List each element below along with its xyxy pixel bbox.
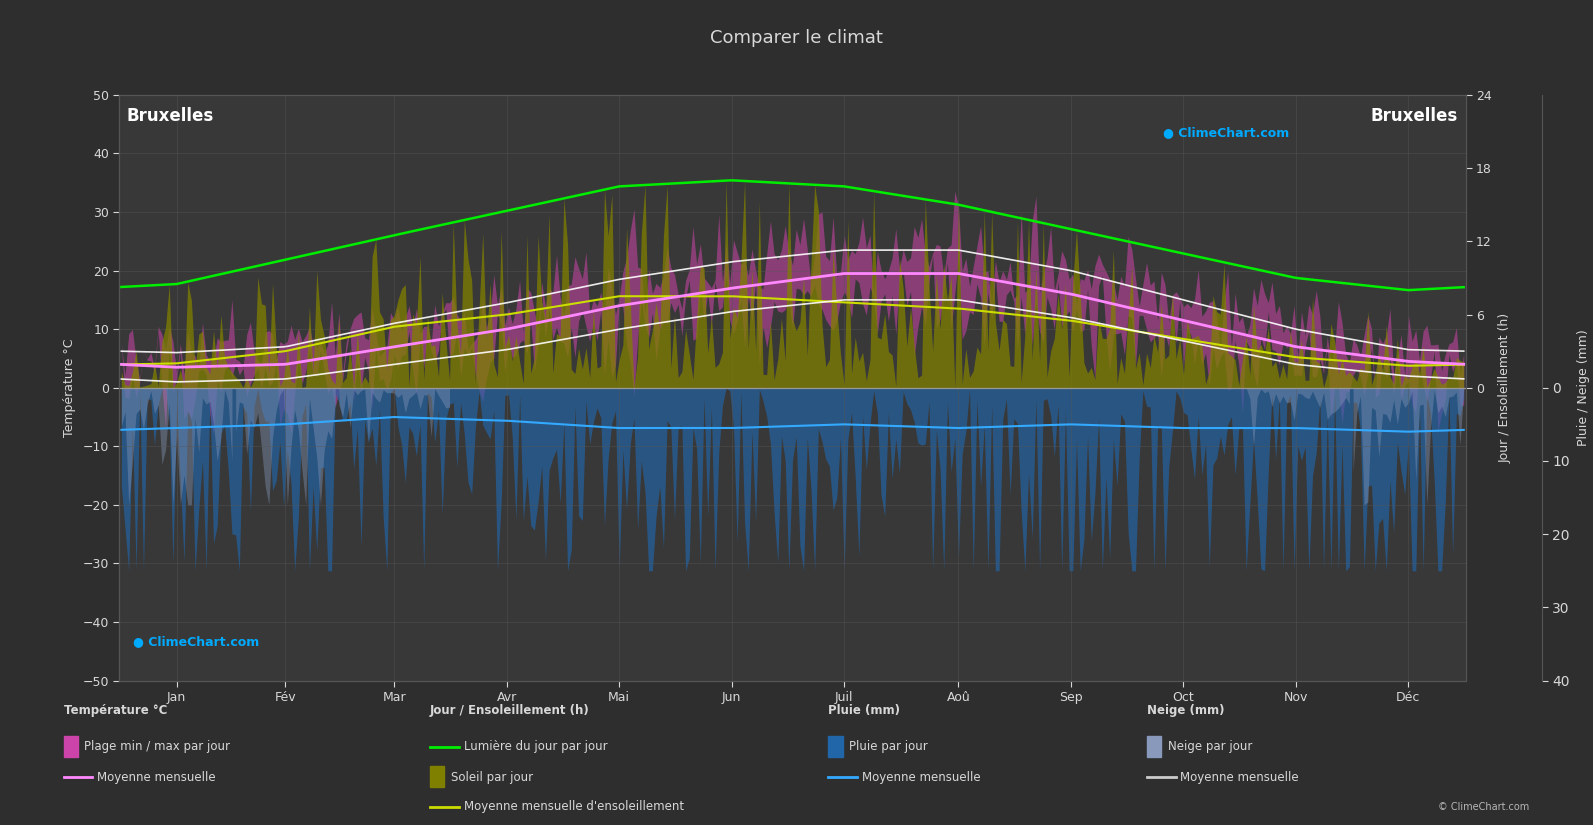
Text: Moyenne mensuelle: Moyenne mensuelle (862, 771, 980, 784)
Text: Neige par jour: Neige par jour (1168, 740, 1252, 753)
Text: Moyenne mensuelle: Moyenne mensuelle (97, 771, 215, 784)
Text: Température °C: Température °C (64, 704, 167, 717)
Text: Moyenne mensuelle d'ensoleillement: Moyenne mensuelle d'ensoleillement (464, 800, 683, 813)
Y-axis label: Jour / Ensoleillement (h): Jour / Ensoleillement (h) (1499, 313, 1512, 463)
Text: Neige (mm): Neige (mm) (1147, 704, 1225, 717)
Text: Pluie par jour: Pluie par jour (849, 740, 927, 753)
Text: ● ClimeChart.com: ● ClimeChart.com (132, 635, 260, 648)
Text: Pluie (mm): Pluie (mm) (828, 704, 900, 717)
Y-axis label: Pluie / Neige (mm): Pluie / Neige (mm) (1577, 329, 1590, 446)
Y-axis label: Température °C: Température °C (62, 338, 75, 437)
Text: Soleil par jour: Soleil par jour (451, 771, 534, 784)
Text: ● ClimeChart.com: ● ClimeChart.com (1163, 126, 1289, 139)
Text: Bruxelles: Bruxelles (1372, 106, 1458, 125)
Text: Plage min / max par jour: Plage min / max par jour (84, 740, 231, 753)
Text: Moyenne mensuelle: Moyenne mensuelle (1180, 771, 1298, 784)
Text: Jour / Ensoleillement (h): Jour / Ensoleillement (h) (430, 704, 589, 717)
Text: Bruxelles: Bruxelles (127, 106, 213, 125)
Text: Comparer le climat: Comparer le climat (710, 29, 883, 47)
Text: © ClimeChart.com: © ClimeChart.com (1438, 802, 1529, 812)
Text: Lumière du jour par jour: Lumière du jour par jour (464, 740, 607, 753)
